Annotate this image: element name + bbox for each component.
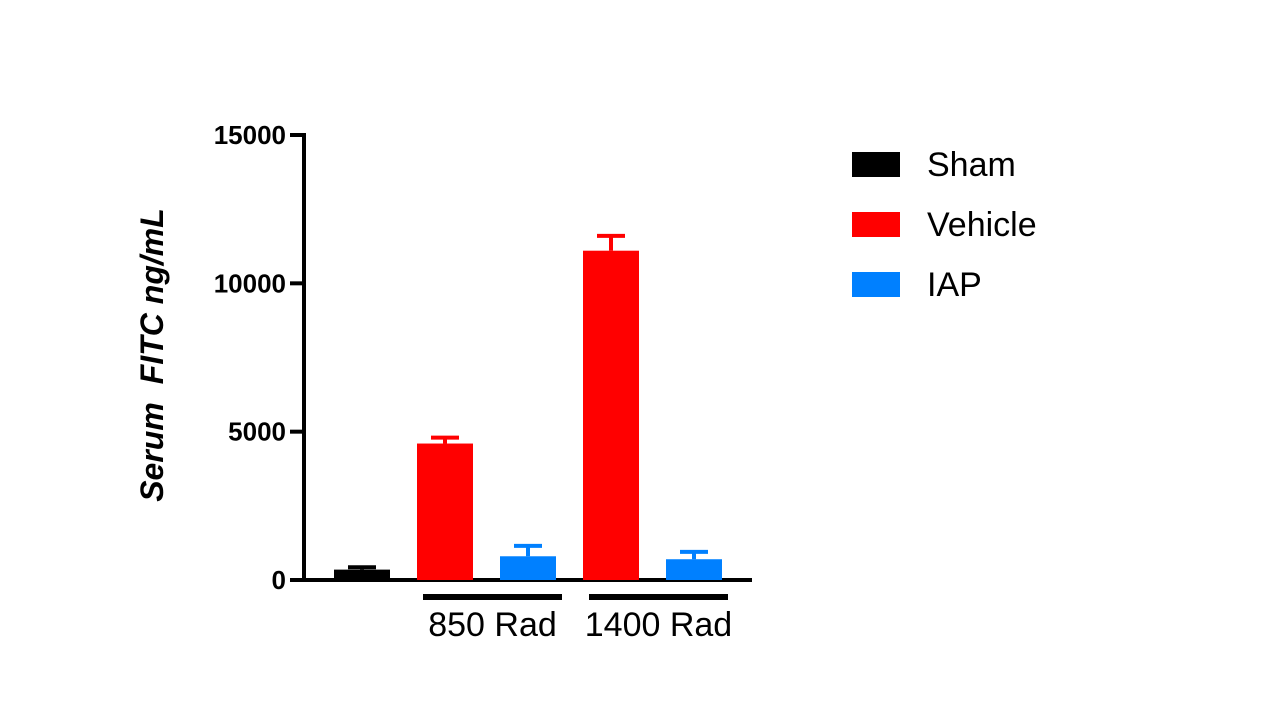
- group-label: 850 Rad: [428, 606, 557, 644]
- legend-swatch-vehicle: [852, 212, 900, 237]
- legend-swatch-sham: [852, 152, 900, 177]
- legend-swatch-iap: [852, 272, 900, 297]
- y-ticks: 0 5000 10000 15000: [214, 120, 304, 595]
- y-tick-label: 5000: [228, 417, 286, 447]
- y-tick-label: 10000: [214, 268, 286, 298]
- bar-iap: [666, 559, 722, 580]
- group-labels: 850 Rad 1400 Rad: [423, 594, 732, 644]
- group-label: 1400 Rad: [585, 606, 732, 644]
- bar-iap: [500, 556, 556, 580]
- legend-label-iap: IAP: [927, 266, 982, 304]
- y-tick-label: 15000: [214, 120, 286, 150]
- axes: [302, 133, 752, 582]
- bars: [334, 233, 722, 580]
- y-tick-label: 0: [272, 565, 286, 595]
- bar-sham: [334, 569, 390, 580]
- y-axis-title: SerumFITC ng/mL: [134, 208, 170, 502]
- legend-label-vehicle: Vehicle: [927, 206, 1037, 244]
- legend: Sham Vehicle IAP: [852, 146, 1037, 304]
- bar-vehicle: [583, 250, 639, 580]
- bar-vehicle: [417, 443, 473, 580]
- legend-label-sham: Sham: [927, 146, 1016, 184]
